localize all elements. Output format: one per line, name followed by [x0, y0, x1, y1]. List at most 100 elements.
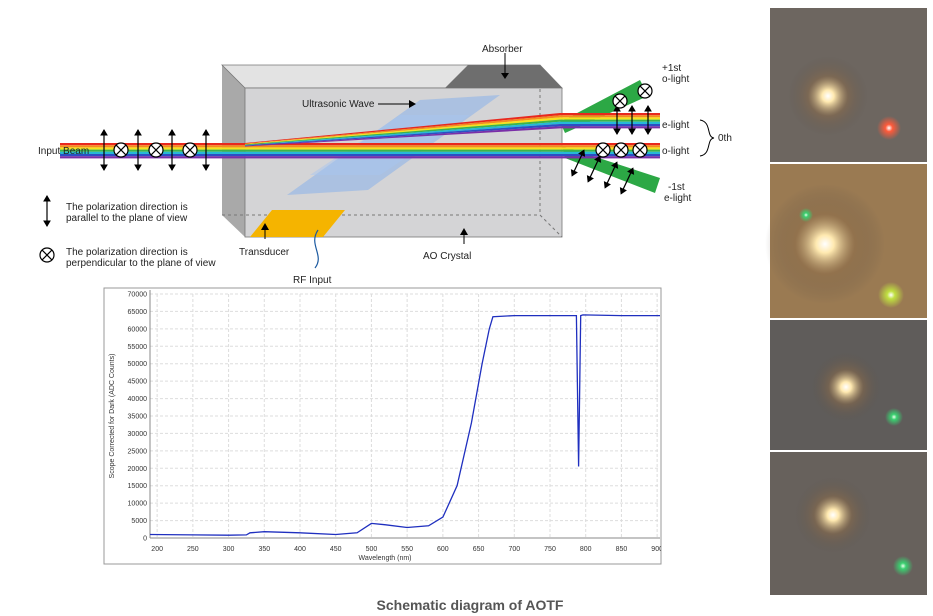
- arrow-head: [644, 105, 652, 135]
- parallel-mark: [619, 167, 635, 195]
- y-tick-label: 65000: [128, 309, 148, 316]
- x-tick-label: 700: [508, 546, 520, 553]
- beam-stripe: [60, 149, 660, 152]
- parallel-mark: [644, 105, 652, 135]
- x-tick-label: 500: [366, 546, 378, 553]
- cross: [41, 249, 53, 261]
- beam-stripe: [60, 154, 660, 157]
- label: e-light: [664, 193, 691, 204]
- arrow-head: [168, 129, 176, 171]
- parallel-mark: [613, 105, 621, 135]
- arrow-head: [43, 195, 51, 227]
- cross: [115, 144, 127, 156]
- perpendicular-mark: [637, 83, 653, 99]
- label: o-light: [662, 74, 689, 85]
- x-tick-label: 250: [187, 546, 199, 553]
- cross: [615, 144, 627, 156]
- y-tick-label: 5000: [131, 518, 147, 525]
- y-tick-label: 10000: [128, 501, 148, 508]
- label: Ultrasonic Wave: [302, 99, 375, 110]
- beam-stripe: [60, 156, 660, 159]
- perpendicular-mark: [612, 93, 628, 109]
- label: Transducer: [239, 247, 290, 258]
- arrow-head: [613, 105, 621, 135]
- y-tick-label: 55000: [128, 344, 148, 351]
- legend-text: perpendicular to the plane of view: [66, 258, 216, 269]
- x-axis-label: Wavelength (nm): [358, 555, 411, 562]
- perpendicular-mark: [182, 142, 198, 158]
- legend-text: The polarization direction is: [66, 247, 188, 258]
- arrow-head: [586, 155, 602, 183]
- beam-stripe: [60, 143, 660, 146]
- arrow-head: [619, 167, 635, 195]
- chart: 0 5000 10000 15000 20000 25000 30000 35000 40000…: [109, 290, 661, 562]
- parallel-mark: [628, 105, 636, 135]
- parallel-mark: [134, 129, 142, 171]
- beam-stripe: [60, 151, 660, 154]
- y-tick-label: 40000: [128, 396, 148, 403]
- cross: [634, 144, 646, 156]
- y-tick-label: 70000: [128, 292, 148, 299]
- beams: [60, 80, 660, 193]
- polarization-marks: [39, 83, 653, 263]
- perpendicular-mark: [632, 142, 648, 158]
- perpendicular-mark: [148, 142, 164, 158]
- y-tick-label: 15000: [128, 483, 148, 490]
- cross: [184, 144, 196, 156]
- beam-stripe: [60, 147, 660, 150]
- legend-text: parallel to the plane of view: [66, 213, 188, 224]
- beam-stripe: [60, 145, 660, 148]
- arrow-head: [202, 129, 210, 171]
- chart-frame: [103, 287, 662, 565]
- parallel-mark: [202, 129, 210, 171]
- cross: [614, 95, 626, 107]
- y-tick-label: 25000: [128, 448, 148, 455]
- arrow-head: [134, 129, 142, 171]
- x-tick-label: 750: [544, 546, 556, 553]
- label: o-light: [662, 146, 689, 157]
- x-tick-label: 600: [437, 546, 449, 553]
- parallel-mark: [43, 195, 51, 227]
- y-tick-label: 50000: [128, 361, 148, 368]
- spectrum-line: [149, 314, 660, 536]
- x-tick-label: 800: [580, 546, 592, 553]
- brace: [699, 119, 715, 157]
- label: Absorber: [482, 44, 523, 55]
- arrow-head: [603, 161, 619, 189]
- crystal: [221, 53, 563, 269]
- caption: Schematic diagram of AOTF: [377, 597, 564, 613]
- parallel-mark: [168, 129, 176, 171]
- y-tick-label: 20000: [128, 466, 148, 473]
- y-tick-label: 45000: [128, 379, 148, 386]
- cross: [597, 144, 609, 156]
- parallel-mark: [586, 155, 602, 183]
- label: AO Crystal: [423, 251, 471, 262]
- label: +1st: [662, 63, 681, 74]
- x-tick-label: 450: [330, 546, 342, 553]
- parallel-mark: [570, 149, 586, 177]
- parallel-mark: [100, 129, 108, 171]
- label: e-light: [662, 120, 689, 131]
- x-tick-label: 550: [401, 546, 413, 553]
- y-tick-label: 30000: [128, 431, 148, 438]
- x-tick-label: 650: [473, 546, 485, 553]
- beam-stripe: [245, 126, 660, 147]
- y-tick-label: 0: [143, 536, 147, 543]
- legend-text: The polarization direction is: [66, 202, 188, 213]
- y-axis-label: Scope Corrected for Dark (ADC Counts): [109, 354, 116, 479]
- x-tick-label: 400: [294, 546, 306, 553]
- x-tick-label: 300: [223, 546, 235, 553]
- label: RF Input: [293, 275, 332, 286]
- perpendicular-mark: [113, 142, 129, 158]
- x-tick-label: 200: [151, 546, 163, 553]
- perpendicular-mark: [613, 142, 629, 158]
- x-tick-label: 350: [258, 546, 270, 553]
- label: 0th: [718, 133, 732, 144]
- arrow-head: [628, 105, 636, 135]
- arrow-head: [100, 129, 108, 171]
- arrow-head: [570, 149, 586, 177]
- x-tick-label: 850: [616, 546, 628, 553]
- y-tick-label: 60000: [128, 326, 148, 333]
